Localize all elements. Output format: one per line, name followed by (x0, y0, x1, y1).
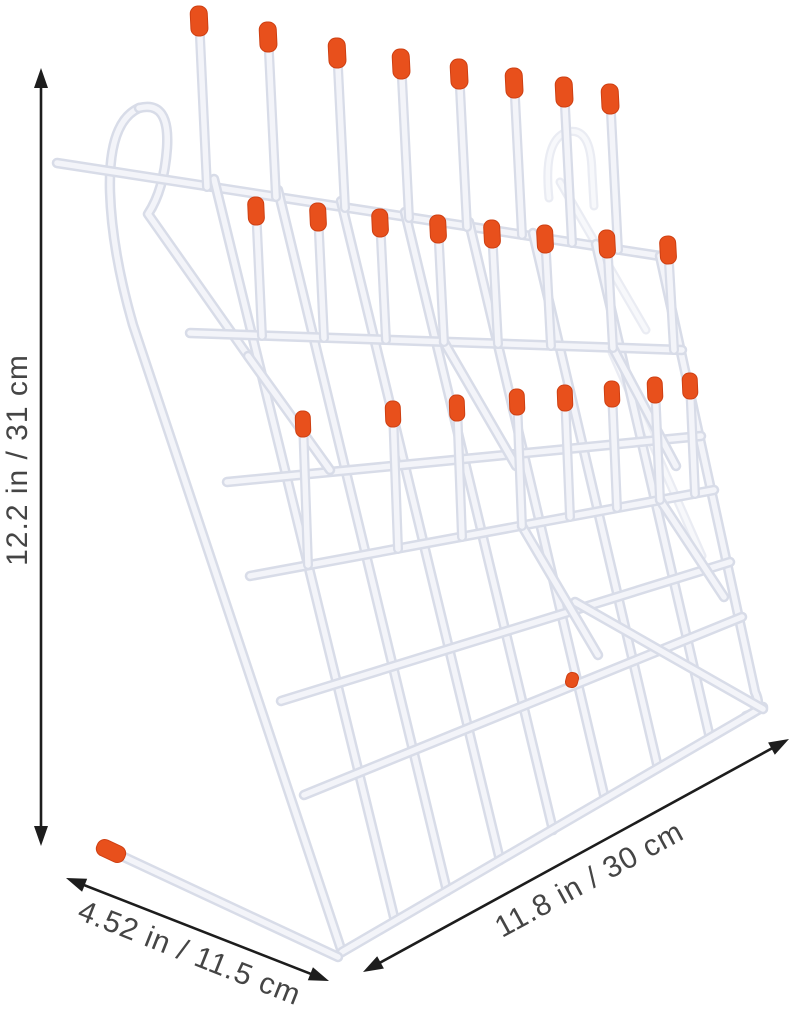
peg-stem (398, 56, 412, 221)
peg-cap (247, 196, 265, 226)
rack-wire (657, 497, 727, 600)
peg-stem (607, 91, 621, 253)
peg-cap (483, 219, 501, 249)
rack-wire (107, 105, 345, 955)
peg-cap (646, 376, 664, 404)
peg-stem (561, 84, 575, 246)
peg-stem (456, 66, 470, 230)
rack-wire (441, 339, 519, 469)
dimension-line (71, 878, 324, 981)
peg-cap (371, 208, 389, 238)
rack-wire (339, 704, 766, 955)
height-dimension-arrow (34, 68, 48, 846)
rack-wire (402, 209, 556, 833)
depth-dimension-arrow (66, 878, 329, 981)
peg-cap (504, 67, 524, 99)
peg-cap (309, 202, 327, 232)
depth-dimension-label: 4.52 in / 11.5 cm (73, 894, 305, 1009)
rack-wire (136, 104, 251, 359)
peg-stem (687, 380, 698, 497)
peg-cap (564, 671, 580, 689)
dimension-arrows (34, 68, 789, 981)
rack-wire (245, 353, 333, 473)
peg-cap (681, 372, 699, 400)
rack-wire (54, 160, 663, 259)
peg-stem (454, 402, 465, 540)
peg-stem (609, 388, 620, 511)
rack-wire (247, 487, 717, 579)
peg-cap (598, 229, 616, 259)
peg-cap (603, 380, 621, 408)
peg-cap (384, 400, 402, 428)
arrowhead-icon (34, 826, 48, 846)
peg-cap (508, 388, 526, 416)
peg-stem (334, 45, 348, 211)
arrowhead-icon (307, 967, 329, 981)
peg-cap (449, 58, 469, 90)
rack-wire (572, 599, 766, 712)
rack-wire (108, 848, 341, 960)
peg-cap (391, 48, 411, 80)
peg-stem (377, 216, 389, 343)
rack-wire (338, 198, 503, 863)
peg-cap (189, 5, 209, 37)
peg-stem (435, 222, 447, 345)
peg-stem (300, 418, 311, 568)
peg-stem (652, 384, 663, 503)
arrowhead-icon (66, 878, 88, 892)
peg-cap (659, 235, 677, 265)
peg-cap (536, 224, 554, 254)
arrowhead-icon (768, 739, 789, 755)
peg-stem (390, 408, 401, 552)
width-dimension-label: 11.8 in / 30 cm (490, 815, 690, 944)
peg-stem (562, 392, 573, 520)
width-dimension-arrow (363, 739, 789, 972)
arrowhead-icon (34, 68, 48, 88)
peg-cap (556, 384, 574, 412)
peg-cap (95, 838, 127, 864)
rack-wire (275, 187, 450, 894)
peg-stem (511, 75, 525, 238)
peg-cap (600, 83, 620, 115)
peg-cap (258, 21, 278, 53)
arrowhead-icon (363, 956, 384, 972)
rack-wire (610, 345, 679, 469)
peg-cap (429, 214, 447, 244)
peg-stem (542, 232, 554, 349)
peg-stem (514, 396, 525, 529)
rack-wire (301, 614, 745, 798)
peg-stem (315, 210, 327, 341)
peg-stem (196, 13, 210, 190)
rack-wire (278, 559, 733, 704)
peg-cap (448, 394, 466, 422)
height-dimension-label: 12.2 in / 31 cm (1, 354, 34, 566)
drying-rack-illustration (51, 5, 769, 963)
rack-wire (519, 523, 601, 658)
dimension-line (367, 740, 785, 971)
peg-stem (253, 204, 265, 339)
peg-cap (294, 410, 312, 438)
peg-stem (489, 227, 501, 347)
rack-wire (187, 330, 685, 353)
peg-cap (554, 76, 574, 108)
peg-cap (327, 37, 347, 69)
peg-stem (265, 29, 279, 200)
